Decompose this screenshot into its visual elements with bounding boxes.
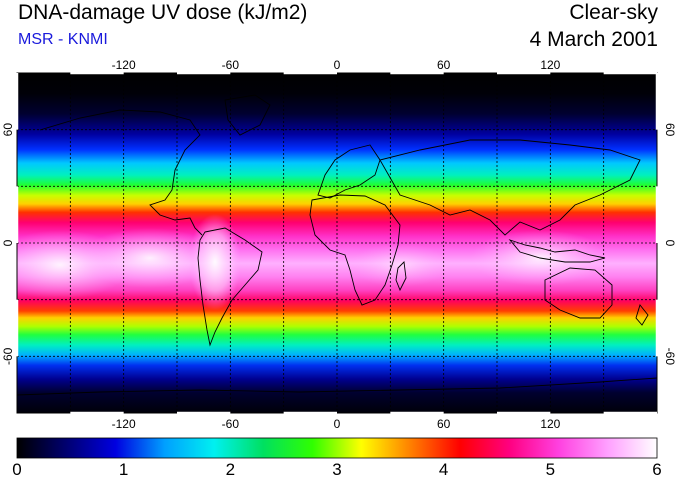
latitude-tick-label: 60	[1, 123, 15, 137]
coastline-new-zealand	[635, 304, 649, 326]
date-label: 4 March 2001	[529, 28, 658, 51]
latitude-tick-label: 60	[663, 123, 677, 137]
latitude-tick-label: -60	[1, 347, 15, 365]
colorbar-tick-label: 3	[332, 460, 341, 479]
longitude-tick-label: 60	[437, 417, 451, 431]
frame-ticks	[15, 71, 659, 415]
coastline-south-america	[197, 227, 263, 347]
longitude-tick-label: 120	[540, 58, 560, 72]
latitude-tick-label: 0	[1, 239, 15, 246]
coastline-australia	[544, 267, 613, 319]
longitude-ticks-bottom: -120 -60 0 60 120	[112, 417, 561, 431]
latitude-tick-label: -60	[663, 348, 677, 366]
colorbar-tick-label: 2	[226, 460, 235, 479]
latitude-ticks-left: 60 0 -60	[1, 123, 15, 365]
coastlines	[17, 94, 657, 396]
coastline-greenland	[224, 94, 271, 136]
longitude-tick-label: 60	[437, 58, 451, 72]
longitude-tick-label: -120	[112, 58, 136, 72]
latitude-tick-label: 0	[663, 240, 677, 247]
colorbar-tick-label: 1	[119, 460, 128, 479]
latitude-ticks-right: 60 0 -60	[663, 123, 677, 365]
colorbar-tick-label: 4	[439, 460, 448, 479]
coastline-asia	[379, 139, 641, 236]
longitude-tick-label: 0	[334, 58, 341, 72]
coastline-antarctica	[17, 377, 657, 396]
graticule	[17, 73, 657, 413]
colorbar-tick-label: 6	[652, 460, 661, 479]
coastline-north-america	[39, 109, 203, 236]
longitude-tick-label: -60	[222, 58, 240, 72]
longitude-tick-label: -120	[112, 417, 136, 431]
longitude-ticks-top: -120 -60 0 60 120	[112, 58, 561, 72]
sky-condition-label: Clear-sky	[569, 1, 658, 24]
colorbar-labels: 0 1 2 3 4 5 6	[12, 460, 661, 479]
longitude-tick-label: -60	[222, 417, 240, 431]
map-title: DNA-damage UV dose (kJ/m2)	[18, 1, 308, 24]
colorbar	[16, 437, 658, 459]
longitude-tick-label: 0	[334, 417, 341, 431]
colorbar-tick-label: 5	[546, 460, 555, 479]
coastline-indonesia	[508, 239, 606, 263]
colorbar-tick-label: 0	[12, 460, 21, 479]
source-label: MSR - KNMI	[18, 31, 108, 48]
coastline-madagascar	[395, 261, 407, 292]
longitude-tick-label: 120	[540, 417, 560, 431]
